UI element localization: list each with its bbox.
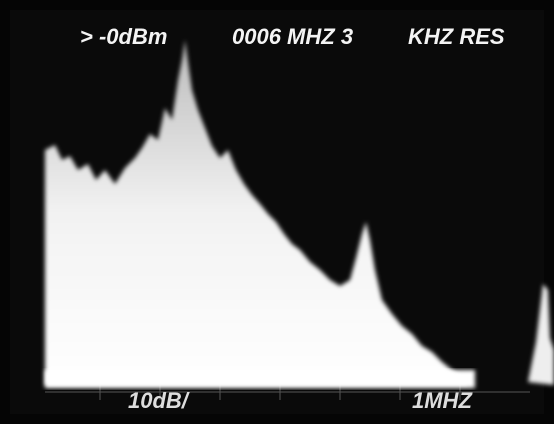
vertical-scale: 10dB/ bbox=[128, 388, 191, 413]
center-frequency: 0006 MHZ 3 bbox=[232, 24, 353, 49]
resolution-bandwidth: KHZ RES bbox=[408, 24, 505, 49]
noise-floor bbox=[45, 370, 475, 388]
spectrum-trace bbox=[45, 40, 554, 385]
spectrum-fill bbox=[45, 40, 470, 385]
spectrum-spur bbox=[528, 284, 554, 385]
span: 1MHZ bbox=[412, 388, 473, 413]
reference-level: > -0dBm bbox=[80, 24, 167, 49]
